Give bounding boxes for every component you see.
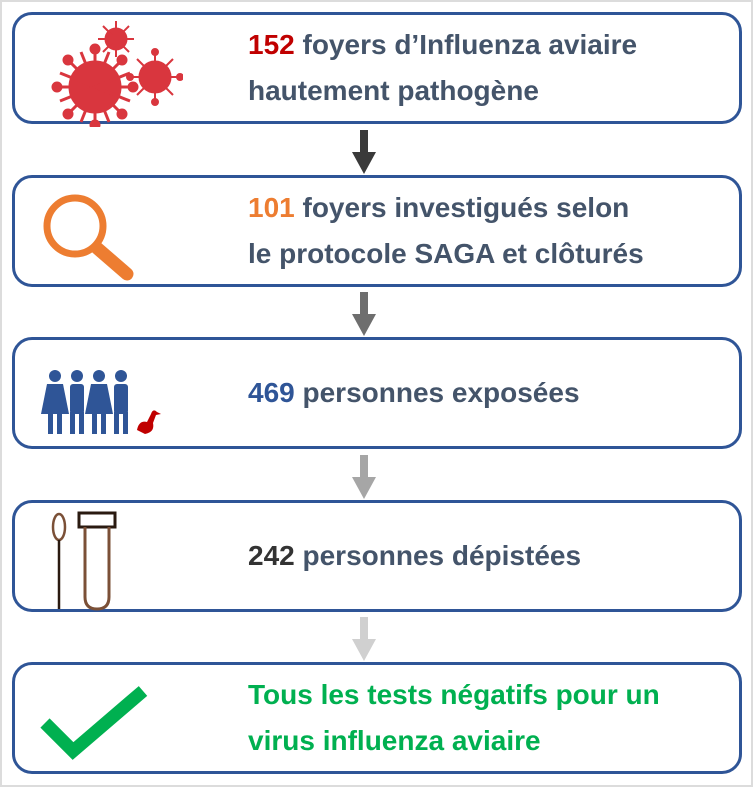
- text-line: personnes dépistées: [294, 540, 582, 571]
- outbreak-count: 152: [248, 29, 295, 60]
- step-exposed: 469 personnes exposées: [12, 337, 742, 449]
- step-investigated: 101 foyers investigués selon le protocol…: [12, 175, 742, 287]
- step-screened: 242 personnes dépistées: [12, 500, 742, 612]
- arrow-down-icon: [352, 292, 376, 336]
- arrow-down-icon: [352, 455, 376, 499]
- checkmark-icon: [40, 686, 148, 760]
- text-line: personnes exposées: [294, 377, 580, 408]
- text-line: foyers d’Influenza aviaire: [294, 29, 638, 60]
- text-line: le protocole SAGA et clôturés: [248, 238, 644, 269]
- text-line: foyers investigués selon: [294, 192, 630, 223]
- step-text: 152 foyers d’Influenza aviaire hautement…: [248, 15, 637, 121]
- step-outbreaks: 152 foyers d’Influenza aviaire hautement…: [12, 12, 742, 127]
- virus-icon: [51, 21, 183, 127]
- step-result: Tous les tests négatifs pour un virus in…: [12, 662, 742, 774]
- screened-count: 242: [248, 540, 295, 571]
- people-duck-icon: [41, 370, 161, 434]
- step-text: 242 personnes dépistées: [248, 503, 581, 609]
- swab-tube-icon: [51, 511, 117, 611]
- text-line: Tous les tests négatifs pour un: [248, 679, 660, 710]
- text-line: hautement pathogène: [248, 75, 539, 106]
- magnifier-icon: [43, 194, 134, 281]
- text-line: virus influenza aviaire: [248, 725, 541, 756]
- step-text: 101 foyers investigués selon le protocol…: [248, 178, 644, 284]
- step-text: 469 personnes exposées: [248, 340, 580, 446]
- arrow-down-icon: [352, 130, 376, 174]
- step-text: Tous les tests négatifs pour un virus in…: [248, 665, 660, 771]
- exposed-count: 469: [248, 377, 295, 408]
- arrow-down-icon: [352, 617, 376, 661]
- investigated-count: 101: [248, 192, 295, 223]
